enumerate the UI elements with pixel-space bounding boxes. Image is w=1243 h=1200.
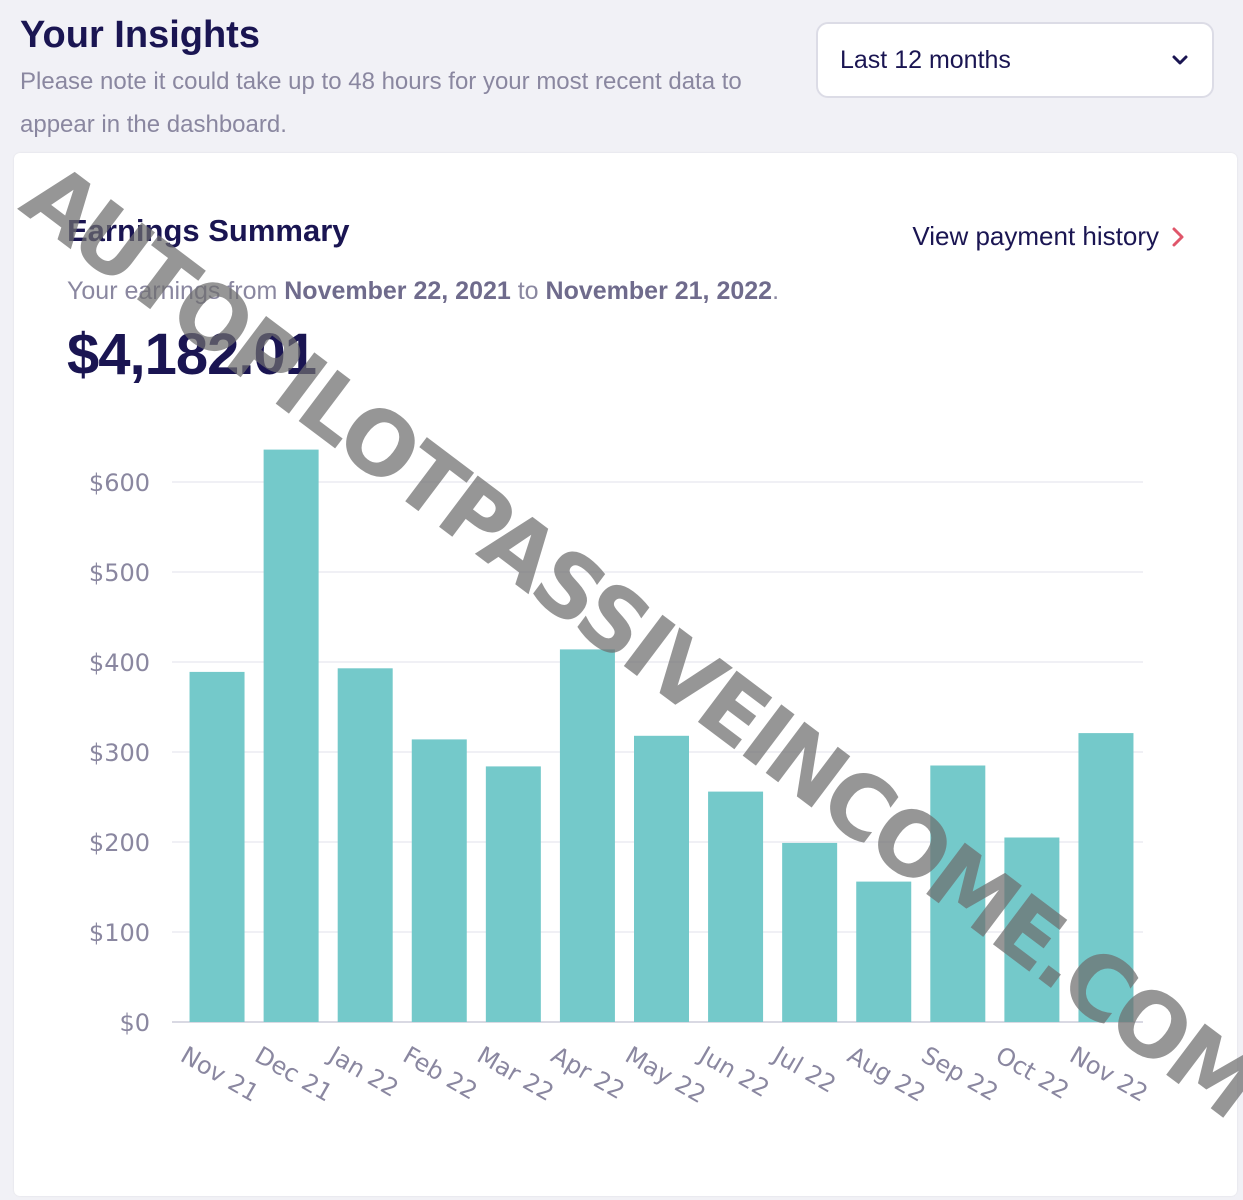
bar[interactable] [263,449,319,1023]
insights-header: Your Insights Please note it could take … [20,12,820,146]
x-tick-label: Oct 22 [991,1041,1074,1105]
chevron-right-icon [1172,227,1184,246]
y-tick-label: $500 [89,559,150,587]
y-tick-label: $0 [119,1009,150,1037]
x-tick-label: Aug 22 [843,1041,931,1108]
view-payment-history-link[interactable]: View payment history [912,221,1185,252]
y-tick-label: $400 [89,649,150,677]
x-tick-label: Jul 22 [767,1040,841,1099]
bar[interactable] [485,766,541,1022]
x-tick-label: Feb 22 [398,1041,482,1106]
date-range-select[interactable]: Last 12 months [816,22,1214,98]
bar[interactable] [337,668,393,1022]
earnings-total: $4,182.01 [67,322,317,387]
x-tick-label: May 22 [621,1041,711,1109]
bar[interactable] [708,791,764,1022]
bar[interactable] [189,671,245,1022]
view-payment-history-label: View payment history [912,221,1159,251]
range-suffix: . [772,277,780,305]
bar[interactable] [559,649,615,1022]
y-tick-label: $100 [89,919,150,947]
bar[interactable] [782,842,838,1022]
x-tick-label: Sep 22 [917,1041,1003,1107]
earnings-range-text: Your earnings from November 22, 2021 to … [67,277,779,306]
x-tick-label: Apr 22 [546,1041,629,1105]
y-tick-label: $600 [89,469,150,497]
y-tick-label: $300 [89,739,150,767]
bar[interactable] [930,765,986,1023]
range-start-date: November 22, 2021 [284,277,511,305]
date-range-value: Last 12 months [840,45,1011,74]
data-delay-note: Please note it could take up to 48 hours… [20,68,742,138]
earnings-summary-title: Earnings Summary [67,213,350,248]
range-prefix: Your earnings from [67,277,285,305]
x-tick-label: Dec 21 [250,1041,337,1108]
bar[interactable] [411,739,467,1022]
range-end-date: November 21, 2022 [545,277,773,305]
x-tick-label: Mar 22 [472,1041,558,1107]
page-title: Your Insights [20,14,260,56]
x-tick-label: Nov 21 [176,1041,264,1108]
range-mid: to [510,277,546,305]
bar[interactable] [1078,733,1134,1022]
x-tick-label: Nov 22 [1065,1041,1153,1108]
y-tick-label: $200 [89,829,150,857]
chevron-down-icon [1172,55,1188,65]
bar[interactable] [1004,837,1060,1023]
bar[interactable] [634,735,689,1022]
x-tick-label: Jan 22 [322,1040,403,1103]
bar[interactable] [856,881,912,1022]
